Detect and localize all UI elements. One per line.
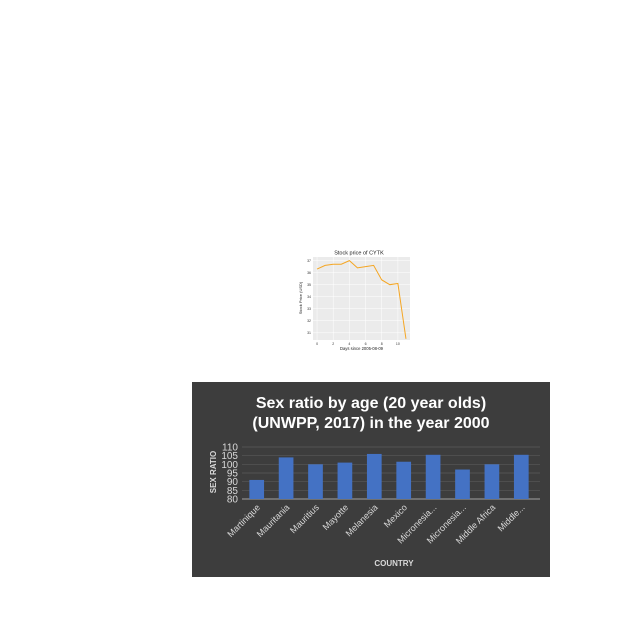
x-tick-label: 2: [332, 342, 334, 346]
y-tick-label: 32: [307, 319, 311, 323]
x-tick-label: 8: [381, 342, 383, 346]
y-tick-label: 95: [227, 469, 239, 480]
x-tick-label: 10: [396, 342, 400, 346]
sex-ratio-chart: Sex ratio by age (20 year olds) (UNWPP, …: [192, 382, 550, 577]
bar: [513, 454, 529, 499]
x-tick-label: 6: [365, 342, 367, 346]
y-axis-label: SEX RATIO: [209, 451, 218, 494]
x-tick-label: 0: [316, 342, 318, 346]
bar: [484, 464, 500, 499]
x-axis-label: COUNTRY: [374, 559, 414, 568]
chart-subtitle: (UNWPP, 2017) in the year 2000: [252, 415, 489, 432]
y-tick-label: 85: [227, 486, 239, 497]
y-tick-label: 31: [307, 331, 311, 335]
y-tick-label: 33: [307, 307, 311, 311]
y-tick-label: 105: [221, 451, 238, 462]
x-tick-label: 4: [348, 342, 350, 346]
price-line: [316, 260, 407, 339]
bar: [278, 457, 294, 499]
stock-price-chart: Stock price of CYTK 31 32 33 34 35 36 37 0 2 4 6 8 1…: [298, 251, 410, 351]
chart-title: Stock price of CYTK: [334, 251, 384, 257]
bar: [366, 453, 382, 499]
y-tick-label: 36: [307, 271, 311, 275]
y-tick-label: 110: [222, 443, 238, 454]
bar: [337, 462, 353, 499]
y-axis-label: Stock Price (USD): [298, 281, 303, 314]
bar: [308, 464, 323, 499]
bar: [396, 461, 412, 499]
bar: [249, 479, 265, 499]
plot-area: [313, 257, 410, 340]
bars: [249, 453, 529, 499]
y-tick-label: 100: [221, 460, 238, 471]
x-axis-label: Days since 2005-08-09: [340, 346, 384, 351]
y-tick-label: 90: [227, 477, 239, 488]
grid: [313, 257, 410, 340]
bar: [425, 454, 441, 499]
y-tick-label: 34: [307, 295, 311, 299]
bar: [455, 469, 470, 499]
axis-ticks: 31 32 33 34 35 36 37 0 2 4 6 8 10: [307, 259, 400, 346]
y-tick-label: 35: [307, 283, 311, 287]
y-tick-label: 80: [227, 495, 239, 506]
chart-title: Sex ratio by age (20 year olds): [256, 395, 486, 412]
y-tick-label: 37: [307, 259, 311, 263]
